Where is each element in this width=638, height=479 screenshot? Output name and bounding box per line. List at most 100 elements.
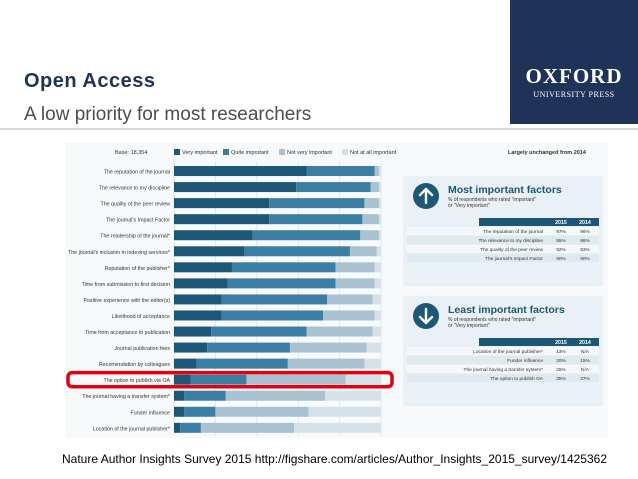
legend-entry: Not at all important <box>350 150 397 156</box>
bar-segment <box>180 422 201 433</box>
panel-title: Most important factors <box>448 184 562 196</box>
bar-segment <box>244 246 350 257</box>
category-label: The journal's inclusion in indexing serv… <box>68 250 170 256</box>
panel-table-header <box>479 338 599 346</box>
legend-entry: Not very important <box>287 150 332 156</box>
panel-row-label: The reputation of the journal <box>483 229 543 235</box>
panel-row-label: The relevance to my discipline <box>478 238 543 244</box>
bar-segment <box>252 230 361 241</box>
legend-swatch <box>174 149 180 155</box>
panel-table-row <box>407 356 599 364</box>
bar-segment <box>174 358 197 369</box>
category-label: The relevance to my discipline <box>99 186 170 192</box>
panel-table-row <box>407 245 599 253</box>
panel-row-label: The quality of the peer review <box>480 247 543 253</box>
category-label: The option to publish via OA <box>103 378 170 384</box>
category-label: Reputation of the publisher* <box>105 266 170 272</box>
bar-segment <box>296 182 371 193</box>
category-label: Location of the journal publisher* <box>93 426 170 432</box>
panel-row-2014: 96% <box>580 238 590 244</box>
category-label: Positive experience with the editor(s) <box>83 298 170 304</box>
oxford-logo: OXFORD UNIVERSITY PRESS <box>510 0 638 124</box>
bar-segment <box>362 214 379 225</box>
bar-segment <box>335 278 375 289</box>
legend-swatch <box>279 149 285 155</box>
panel-row-2015: 25% <box>556 367 566 373</box>
bar-segment <box>174 342 208 353</box>
stacked-bar-chart: Base: 18,354 Very important Quite importan… <box>65 143 608 446</box>
bar-segment <box>196 358 288 369</box>
panel-row-2015: 35% <box>556 376 566 382</box>
category-label: Funder influence <box>131 410 171 416</box>
bar-segment <box>308 406 381 417</box>
bar-segment <box>225 390 326 401</box>
logo-subline: UNIVERSITY PRESS <box>533 90 615 99</box>
bar-segment <box>325 390 381 401</box>
panel-row-2015: 20% <box>556 358 566 364</box>
panel-row-2014: 90% <box>580 256 590 262</box>
bar-segment <box>174 278 228 289</box>
bar-segment <box>372 294 381 305</box>
source-caption: Nature Author Insights Survey 2015 http:… <box>62 452 607 466</box>
bar-segment <box>364 358 381 369</box>
panel-col-2015: 2015 <box>555 340 567 346</box>
panel-row-2014: 96% <box>580 229 590 235</box>
bar-segment <box>174 406 185 417</box>
panel-row-label: The journal's Impact Factor <box>485 256 543 262</box>
bar-segment <box>378 230 381 241</box>
panel-table-row <box>407 347 599 355</box>
panel-row-2014: N/A <box>581 367 590 373</box>
bar-segment <box>364 198 379 209</box>
bar-segment <box>287 358 365 369</box>
panel-row-2015: 92% <box>556 247 566 253</box>
bar-segment <box>174 246 245 257</box>
arrow-up-glyph <box>418 187 434 205</box>
bar-segment <box>174 230 253 241</box>
bar-segment <box>174 182 297 193</box>
panel-subtitle: or "Very important" <box>448 323 490 329</box>
panel-row-2014: 93% <box>580 247 590 253</box>
category-label: Journal publication fees <box>114 346 170 352</box>
category-label: Time from acceptance to publication <box>85 330 170 336</box>
bar-segment <box>374 166 379 177</box>
bar-segment <box>360 230 379 241</box>
bar-segment <box>376 246 381 257</box>
bar-segment <box>200 422 295 433</box>
bar-segment <box>378 182 381 193</box>
chart-note: Largely unchanged from 2014 <box>508 150 587 156</box>
bar-segment <box>215 406 309 417</box>
bar-segment <box>269 198 365 209</box>
bar-segment <box>174 294 222 305</box>
bar-segment <box>306 166 375 177</box>
bar-segment <box>327 294 373 305</box>
bar-segment <box>174 310 222 321</box>
bar-segment <box>190 374 247 385</box>
title-divider <box>0 128 638 130</box>
panel-subtitle: or "Very important" <box>448 203 490 209</box>
panel-row-2015: 13% <box>556 349 566 355</box>
bar-segment <box>378 166 381 177</box>
survey-figure: Base: 18,354 Very important Quite importan… <box>65 143 608 446</box>
panel-table-row <box>407 227 599 235</box>
bar-segment <box>372 326 381 337</box>
panel-title: Least important factors <box>448 304 565 316</box>
bar-segment <box>174 422 181 433</box>
legend-swatch <box>223 149 229 155</box>
panel-row-label: The option to publish OA <box>490 376 544 382</box>
panel-row-2015: 97% <box>556 229 566 235</box>
slide-subtitle: A low priority for most researchers <box>24 104 312 125</box>
bar-segment <box>184 390 226 401</box>
category-label: The quality of the peer review <box>101 202 171 208</box>
panel-col-2014: 2014 <box>579 340 591 346</box>
bar-segment <box>366 342 381 353</box>
category-label: The journal's Impact Factor <box>106 218 170 224</box>
bar-segment <box>374 310 381 321</box>
bar-segment <box>335 262 375 273</box>
highlight-box <box>66 370 394 389</box>
bar-segment <box>323 310 375 321</box>
category-label: Time from submission to first decision <box>82 282 170 288</box>
bar-segment <box>231 262 336 273</box>
legend-swatch <box>342 149 348 155</box>
bar-segment <box>174 390 185 401</box>
bar-segment <box>294 422 381 433</box>
